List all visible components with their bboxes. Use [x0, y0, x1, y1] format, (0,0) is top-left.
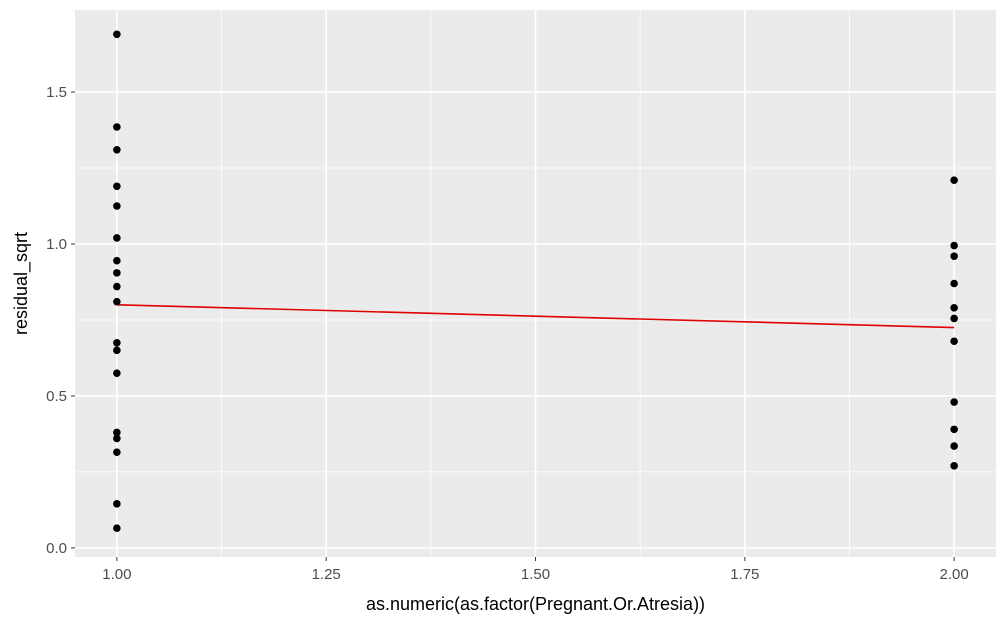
- data-point: [950, 304, 958, 312]
- y-tick-label: 0.5: [46, 388, 67, 405]
- data-point: [113, 123, 121, 131]
- data-point: [113, 346, 121, 355]
- data-points: [113, 30, 958, 532]
- trend-layer: [116, 303, 955, 329]
- data-point: [950, 241, 958, 250]
- data-point: [950, 176, 958, 184]
- data-point: [113, 448, 121, 456]
- data-point: [950, 314, 958, 323]
- x-tick-label: 2.00: [940, 566, 969, 583]
- major-gridlines: [75, 10, 996, 557]
- x-tick-label: 1.00: [102, 566, 131, 583]
- data-point: [113, 30, 121, 39]
- data-point: [950, 442, 958, 450]
- y-tick-label: 0.0: [46, 540, 67, 557]
- y-axis: 0.0 0.5 1.0 1.5: [46, 84, 75, 557]
- data-point: [113, 282, 121, 291]
- data-point: [113, 234, 121, 242]
- data-point: [113, 428, 121, 437]
- data-point: [113, 434, 121, 443]
- x-axis: 1.00 1.25 1.50 1.75 2.00: [102, 557, 969, 583]
- x-tick-label: 1.25: [312, 566, 341, 583]
- data-point: [950, 425, 958, 434]
- data-point: [113, 369, 121, 377]
- x-tick-label: 1.75: [730, 566, 759, 583]
- x-axis-title: as.numeric(as.factor(Pregnant.Or.Atresia…: [366, 594, 705, 614]
- y-tick-label: 1.5: [46, 84, 67, 101]
- trend-line: [116, 303, 955, 329]
- x-tick-label: 1.50: [521, 566, 550, 583]
- data-point: [950, 398, 958, 406]
- data-point: [113, 145, 121, 154]
- data-point: [113, 297, 121, 306]
- data-point: [113, 500, 121, 508]
- data-point: [113, 338, 121, 347]
- data-point: [113, 524, 121, 532]
- data-point: [950, 337, 958, 346]
- data-point: [113, 256, 121, 265]
- data-point: [113, 269, 121, 277]
- data-point: [950, 462, 958, 470]
- data-point: [113, 182, 121, 191]
- data-point: [113, 202, 121, 210]
- data-point: [950, 252, 958, 260]
- y-axis-title: residual_sqrt: [11, 232, 32, 335]
- data-point: [950, 279, 958, 288]
- y-tick-label: 1.0: [46, 236, 67, 253]
